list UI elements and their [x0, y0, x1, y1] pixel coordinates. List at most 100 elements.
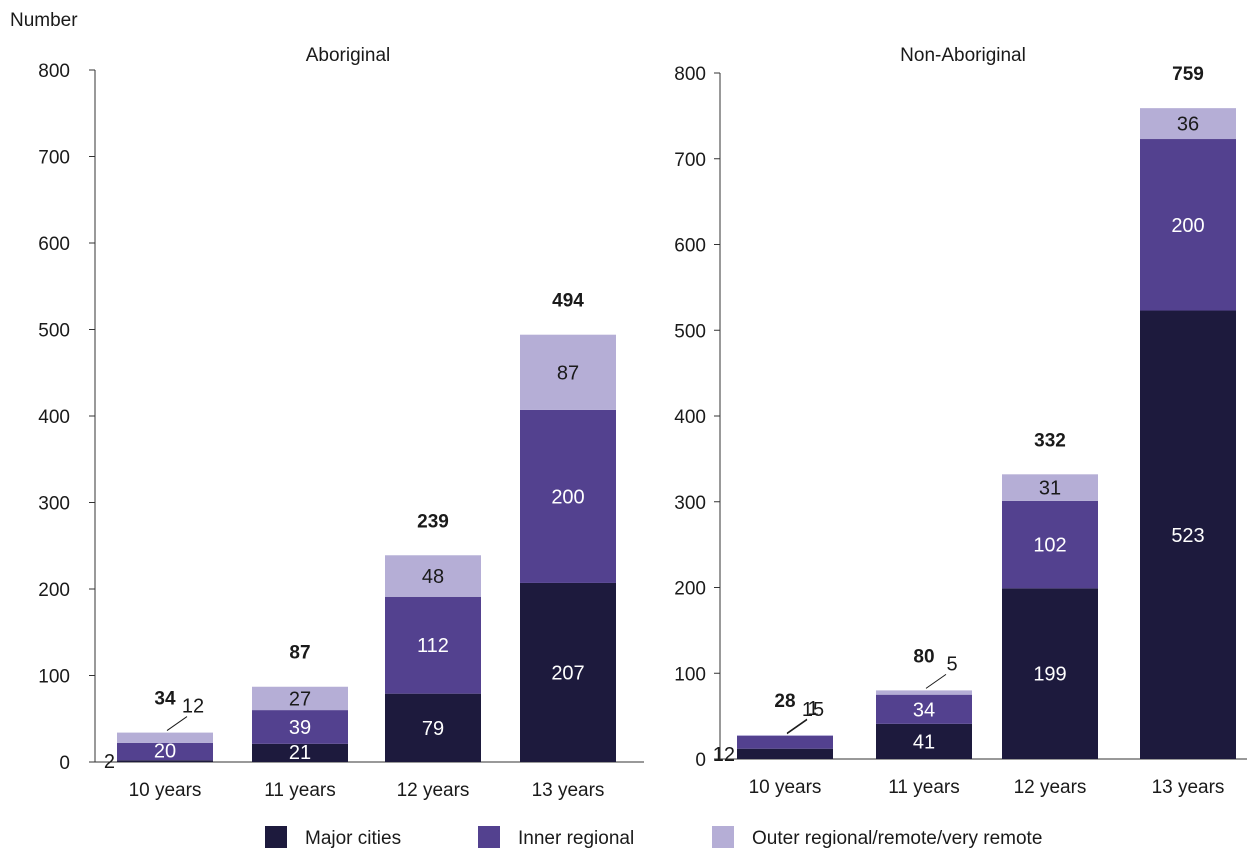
segment-label: 34 [913, 699, 935, 721]
bar-inner_regional [385, 596, 481, 694]
bar-total-label: 494 [552, 291, 584, 312]
category-label: 11 years [264, 780, 335, 801]
segment-label: 5 [946, 653, 957, 675]
legend-swatch-outer_regional [712, 826, 734, 848]
y-tick-label: 300 [38, 494, 70, 515]
y-tick-label: 0 [695, 750, 706, 771]
bar-outer_regional [737, 734, 833, 736]
segment-label: 523 [1171, 525, 1204, 547]
label-leader-line [925, 673, 947, 689]
y-tick-label: 700 [38, 148, 70, 169]
bar-outer_regional [117, 732, 213, 743]
segment-label: 87 [557, 362, 579, 384]
legend-label-major_cities: Major cities [305, 828, 401, 849]
category-label: 13 years [532, 780, 605, 801]
segment-label: 79 [422, 718, 444, 740]
bar-outer_regional [252, 686, 348, 711]
bar-total-label: 759 [1172, 64, 1204, 85]
segment-label: 12 [182, 696, 204, 718]
label-leader-line [786, 718, 808, 734]
y-tick-label: 500 [38, 321, 70, 342]
category-label: 11 years [888, 777, 959, 798]
bar-inner_regional [1140, 139, 1236, 311]
chart-panel-aboriginal: Aboriginal 0 100 200 300 400 500 600 700 800 2 20 12… [38, 45, 644, 801]
segment-label: 36 [1177, 114, 1199, 136]
panel-title: Aboriginal [306, 45, 391, 66]
bar-inner_regional [876, 694, 972, 724]
y-tick-label: 700 [674, 150, 706, 171]
segment-label: 112 [417, 635, 449, 657]
segment-label: 1 [807, 698, 818, 720]
bar-inner_regional [520, 409, 616, 583]
bar-total-label: 34 [154, 689, 176, 710]
legend: Major cities Inner regional Outer regional… [265, 826, 1042, 849]
bar-major_cities [252, 743, 348, 762]
segment-label: 48 [422, 566, 444, 588]
segment-label: 102 [1033, 535, 1066, 557]
y-tick-label: 200 [38, 580, 70, 601]
segment-label: 20 [154, 741, 176, 763]
segment-label: 27 [289, 688, 311, 710]
bar-outer_regional [520, 334, 616, 410]
legend-label-inner_regional: Inner regional [518, 828, 634, 849]
bar-outer_regional [1002, 474, 1098, 501]
bar-total-label: 28 [774, 691, 795, 712]
bar-total-label: 87 [289, 643, 310, 664]
y-tick-label: 100 [38, 667, 70, 688]
y-tick-label: 400 [38, 407, 70, 428]
bar-major_cities [1002, 588, 1098, 759]
y-axis-title: Number [10, 10, 78, 31]
category-label: 10 years [749, 777, 822, 798]
segment-label: 199 [1033, 664, 1066, 686]
bar-total-label: 332 [1034, 430, 1066, 451]
bar-inner_regional [117, 742, 213, 761]
segment-label: 15 [802, 699, 824, 721]
y-tick-label: 100 [674, 664, 706, 685]
bar-major_cities [520, 582, 616, 762]
bar-total-label: 80 [913, 646, 934, 667]
bar-major_cities [737, 748, 833, 759]
bar-inner_regional [252, 710, 348, 744]
legend-swatch-major_cities [265, 826, 287, 848]
category-label: 10 years [129, 780, 202, 801]
category-label: 12 years [1014, 777, 1087, 798]
segment-label: 12 [713, 744, 735, 766]
legend-label-outer_regional: Outer regional/remote/very remote [752, 828, 1042, 849]
bar-major_cities [385, 693, 481, 762]
segment-label: 41 [913, 731, 935, 753]
segment-label: 21 [289, 742, 311, 764]
segment-label: 207 [551, 662, 584, 684]
bar-major_cities [876, 723, 972, 759]
bar-outer_regional [385, 555, 481, 597]
chart-panel-non-aboriginal: Non-Aboriginal 0 100 200 300 400 500 600 700 800 1… [674, 45, 1247, 798]
segment-label: 200 [551, 486, 584, 508]
y-tick-label: 200 [674, 579, 706, 600]
y-tick-label: 0 [59, 753, 70, 774]
label-leader-line [166, 716, 188, 731]
bar-outer_regional [1140, 108, 1236, 140]
category-label: 13 years [1152, 777, 1225, 798]
segment-label: 2 [104, 751, 115, 773]
y-tick-label: 500 [674, 321, 706, 342]
label-leader-line [786, 719, 808, 735]
bar-major_cities [117, 760, 213, 762]
segment-label: 200 [1171, 215, 1204, 237]
y-tick-label: 800 [674, 64, 706, 85]
bar-inner_regional [737, 735, 833, 749]
y-tick-label: 400 [674, 407, 706, 428]
bar-inner_regional [1002, 500, 1098, 589]
y-tick-label: 600 [38, 234, 70, 255]
segment-label: 31 [1039, 478, 1061, 500]
category-label: 12 years [397, 780, 470, 801]
legend-swatch-inner_regional [478, 826, 500, 848]
bar-total-label: 239 [417, 511, 449, 532]
y-tick-label: 600 [674, 236, 706, 257]
y-tick-label: 300 [674, 493, 706, 514]
bar-outer_regional [876, 690, 972, 695]
y-tick-label: 800 [38, 61, 70, 82]
segment-label: 39 [289, 717, 311, 739]
panel-title: Non-Aboriginal [900, 45, 1026, 66]
bar-major_cities [1140, 310, 1236, 759]
